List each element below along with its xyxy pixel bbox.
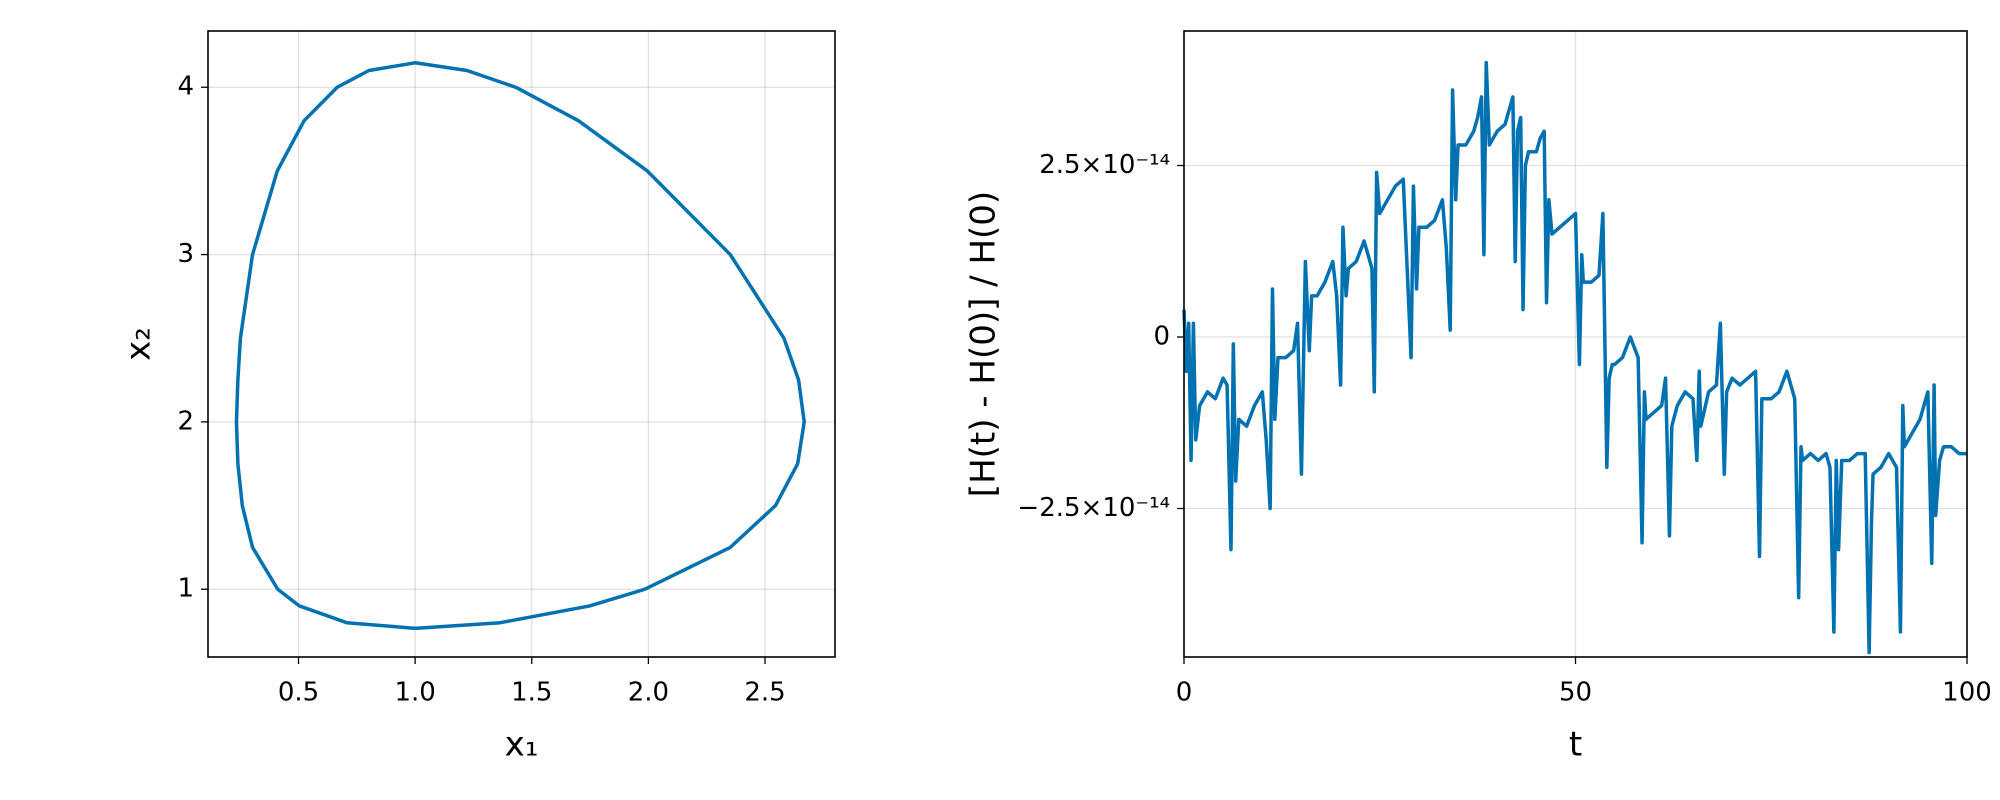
x-axis-label: t: [1569, 725, 1582, 765]
y-tick-label: 4: [177, 72, 194, 102]
plot-frame: [1183, 30, 1968, 658]
plot-frame: [207, 30, 836, 658]
data-line: [234, 61, 806, 631]
y-tick-label: −2.5×10⁻¹⁴: [1017, 493, 1170, 523]
data-line: [1182, 60, 1967, 655]
x-tick-label: 1.0: [394, 678, 435, 708]
x-tick-label: 1.5: [511, 678, 552, 708]
x-axis-label: x₁: [505, 725, 539, 765]
x-tick-label: 0: [1176, 678, 1193, 708]
x-tick-label: 50: [1559, 678, 1592, 708]
y-axis-label: x₂: [119, 327, 159, 361]
x-tick-label: 2.5: [744, 678, 785, 708]
x-tick-label: 2.0: [628, 678, 669, 708]
y-tick-label: 0: [1153, 322, 1170, 352]
x-tick-label: 100: [1942, 678, 1992, 708]
y-tick-label: 2.5×10⁻¹⁴: [1039, 150, 1170, 180]
x-tick-label: 0.5: [278, 678, 319, 708]
y-axis-label: [H(t) - H(0)] / H(0): [964, 191, 1004, 497]
y-tick-label: 3: [177, 239, 194, 269]
y-tick-label: 1: [177, 574, 194, 604]
y-tick-label: 2: [177, 406, 194, 436]
